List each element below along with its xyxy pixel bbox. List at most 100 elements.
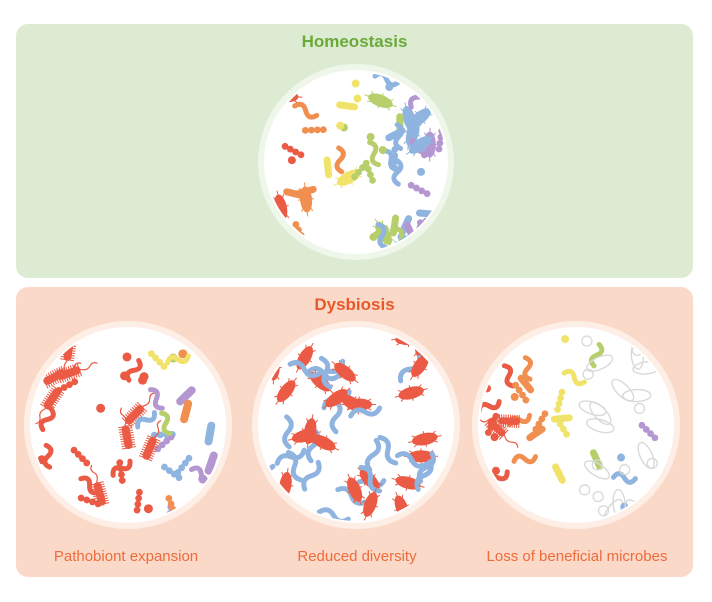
coccus-chain — [77, 494, 102, 508]
spiral-bacterium — [274, 447, 307, 466]
spiral-bacterium — [110, 458, 133, 478]
coccus-chain — [553, 415, 571, 438]
lost-microbe — [592, 490, 604, 503]
lost-microbe — [586, 354, 614, 372]
oval-bacterium — [360, 488, 381, 521]
coccus-bacterium — [138, 375, 148, 385]
oval-bacterium — [364, 90, 397, 111]
pathobiont-bacterium — [35, 385, 65, 425]
oval-bacterium — [274, 377, 299, 405]
coccus-chain — [281, 142, 305, 159]
spiral-bacterium — [380, 148, 402, 172]
lost-microbe — [619, 464, 631, 476]
coccus-bacterium — [122, 352, 132, 362]
coccus-chain — [133, 488, 143, 514]
lost-microbe — [586, 418, 615, 434]
coccus-bacterium — [143, 504, 153, 514]
pathobiont-bacterium — [266, 221, 281, 252]
spiral-bacterium — [147, 387, 165, 411]
spiral-bacterium — [334, 145, 346, 175]
spiral-bacterium — [394, 451, 429, 469]
coccus-bacterium — [417, 167, 426, 176]
coccus-chain — [415, 72, 437, 86]
coccus-bacterium — [198, 474, 208, 484]
dysbiosis-title: Dysbiosis — [314, 295, 395, 314]
coccus-bacterium — [491, 466, 500, 475]
spiral-bacterium — [318, 355, 333, 390]
rod-bacterium — [552, 463, 566, 484]
spiral-bacterium — [511, 453, 539, 465]
spiral-bacterium — [32, 356, 41, 375]
coccus-chain — [147, 350, 168, 370]
spiral-bacterium — [38, 406, 56, 433]
lost-microbe — [578, 400, 607, 417]
coccus-bacterium — [482, 352, 491, 361]
caption-loss-of-beneficial-microbes: Loss of beneficial microbes — [486, 548, 668, 565]
rod-bacterium — [385, 127, 406, 142]
reduced-diversity-dish-microbes — [260, 329, 442, 521]
coccus-chain — [70, 446, 91, 467]
coccus-bacterium — [561, 335, 570, 344]
pathobiont-bacterium — [56, 362, 98, 384]
spiral-bacterium — [78, 475, 101, 496]
spiral-bacterium — [43, 329, 63, 338]
pathobiont-bacterium — [480, 504, 505, 520]
spiral-bacterium — [135, 410, 158, 430]
spiral-bacterium — [364, 437, 382, 473]
spiral-bacterium — [610, 471, 638, 485]
oval-bacterium — [302, 414, 319, 448]
oval-bacterium — [331, 360, 359, 385]
spiral-bacterium — [42, 442, 54, 470]
coccus-bacterium — [378, 146, 387, 155]
spiral-bacterium — [348, 405, 383, 419]
spiral-bacterium — [561, 368, 587, 387]
coccus-chain — [301, 126, 327, 134]
oval-bacterium — [405, 133, 435, 157]
coccus-bacterium — [617, 453, 626, 462]
coccus-bacterium — [287, 156, 296, 165]
coccus-chain — [351, 159, 370, 181]
pathobiont-bacterium — [480, 414, 521, 429]
spiral-bacterium — [588, 341, 605, 369]
coccus-bacterium — [178, 349, 188, 359]
spiral-bacterium — [282, 414, 294, 450]
rod-bacterium — [323, 156, 333, 179]
spiral-bacterium — [391, 157, 404, 187]
oval-bacterium — [408, 430, 442, 448]
homeostasis-title: Homeostasis — [301, 32, 408, 51]
spiral-bacterium — [377, 435, 399, 466]
coccus-bacterium — [336, 121, 345, 130]
coccus-bacterium — [351, 79, 360, 88]
spiral-bacterium — [329, 399, 343, 435]
rod-bacterium — [204, 421, 216, 446]
lost-microbe — [646, 457, 658, 470]
coccus-bacterium — [490, 433, 499, 442]
oval-bacterium — [406, 105, 434, 130]
spiral-bacterium — [501, 363, 516, 389]
lost-microbe — [611, 378, 635, 402]
coccus-chain — [638, 421, 659, 442]
coccus-bacterium — [205, 340, 215, 350]
rod-bacterium — [526, 425, 546, 442]
caption-pathobiont-expansion: Pathobiont expansion — [53, 548, 199, 565]
lost-microbe — [583, 460, 611, 480]
lost-microbe — [582, 368, 594, 380]
spiral-bacterium — [292, 101, 320, 120]
pathobiont-bacterium — [138, 420, 162, 462]
lost-microbe — [578, 484, 591, 496]
coccus-chain — [512, 381, 530, 404]
lost-microbe — [622, 388, 652, 403]
pathobiont-bacterium — [484, 416, 519, 448]
coccus-chain — [480, 487, 492, 510]
spiral-bacterium — [285, 449, 304, 483]
oval-bacterium — [394, 384, 428, 402]
spiral-bacterium — [522, 355, 533, 382]
spiral-bacterium — [375, 222, 389, 250]
rod-bacterium — [295, 185, 317, 197]
pathobiont-bacterium — [121, 392, 156, 428]
rod-bacterium — [176, 386, 196, 406]
coccus-bacterium — [205, 506, 215, 516]
coccus-bacterium — [353, 94, 362, 103]
lost-microbe — [633, 402, 646, 415]
